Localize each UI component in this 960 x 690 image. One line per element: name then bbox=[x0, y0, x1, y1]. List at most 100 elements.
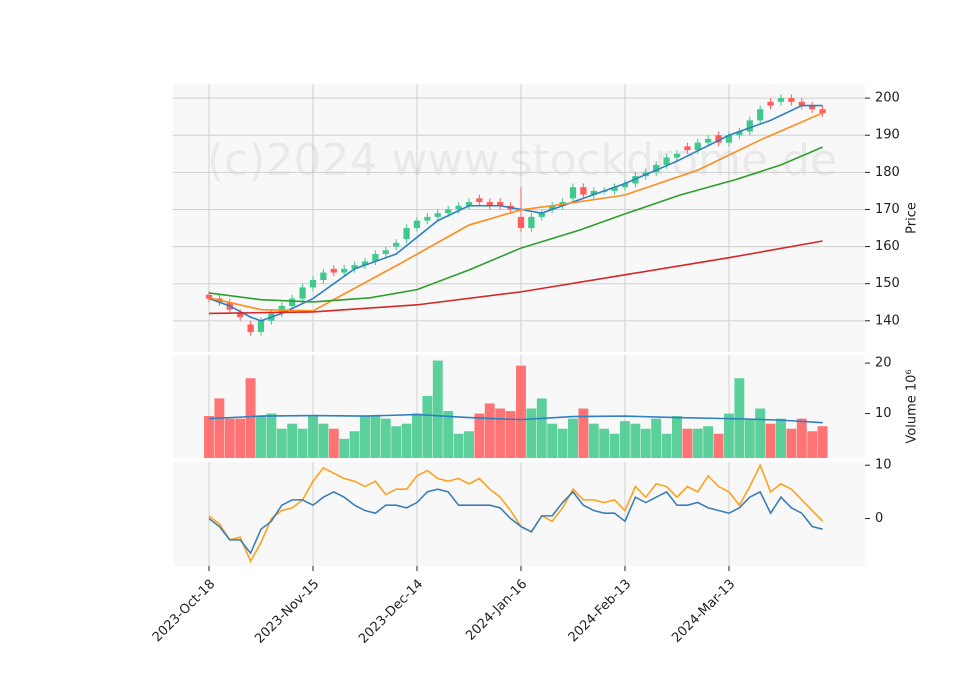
candle-body bbox=[611, 187, 618, 191]
volume-bar bbox=[443, 411, 454, 458]
volume-bar bbox=[557, 428, 568, 458]
candle-body bbox=[330, 268, 337, 273]
line bbox=[208, 146, 823, 303]
line bbox=[208, 112, 823, 312]
candle-body bbox=[289, 298, 296, 306]
candle-body bbox=[746, 120, 753, 132]
candle-body bbox=[361, 261, 369, 266]
volume-bar bbox=[276, 428, 287, 458]
candle-body bbox=[528, 216, 535, 229]
volume-bar bbox=[651, 418, 662, 458]
y-tick-label: 140 bbox=[875, 313, 900, 328]
candle-body bbox=[247, 324, 254, 332]
x-tick-label: 2024-Feb-13 bbox=[566, 577, 635, 646]
candle-body bbox=[621, 183, 629, 188]
candle-body bbox=[517, 216, 525, 229]
x-tick-label: 2024-Jan-16 bbox=[463, 577, 530, 644]
volume-bar bbox=[599, 428, 610, 458]
volume-bar bbox=[256, 416, 266, 458]
y-tick-label: 200 bbox=[875, 91, 900, 106]
candle-body bbox=[798, 101, 805, 106]
volume-bar bbox=[765, 423, 776, 458]
volume-bar bbox=[235, 418, 246, 458]
candle-body bbox=[465, 202, 473, 206]
volume-bar bbox=[692, 428, 703, 458]
watermark: (c)2024 www.stockdrome.de bbox=[207, 135, 837, 186]
candle-body bbox=[809, 105, 816, 110]
volume-bar bbox=[630, 423, 641, 458]
candle-body bbox=[393, 242, 400, 247]
volume-bar bbox=[516, 365, 526, 458]
y-tick-label: 10 bbox=[875, 406, 892, 421]
volume-bar bbox=[308, 416, 318, 458]
candle-body bbox=[403, 228, 410, 240]
line bbox=[208, 488, 823, 555]
candle-body bbox=[757, 109, 764, 121]
volume-bar bbox=[776, 418, 786, 458]
candle-body bbox=[725, 135, 733, 143]
candle-body bbox=[497, 202, 504, 206]
volume-bar bbox=[505, 411, 516, 458]
volume-bar bbox=[328, 428, 339, 458]
y-tick-label: 20 bbox=[875, 356, 892, 371]
volume-bar bbox=[734, 378, 745, 458]
volume-bar bbox=[724, 413, 734, 458]
candle-body bbox=[237, 313, 244, 318]
volume-bar bbox=[713, 433, 724, 458]
volume-bar bbox=[484, 403, 495, 458]
volume-bar bbox=[786, 428, 797, 458]
candle-body bbox=[663, 157, 670, 165]
volume-bar bbox=[755, 408, 766, 458]
candle-body bbox=[569, 187, 577, 199]
candle-body bbox=[694, 142, 701, 151]
candle-body bbox=[299, 287, 306, 299]
volume-bar bbox=[339, 438, 350, 458]
volume-bar bbox=[620, 421, 630, 458]
volume-bar bbox=[432, 360, 443, 458]
volume-bar bbox=[204, 416, 214, 458]
volume-bar bbox=[682, 428, 693, 458]
volume-bar bbox=[349, 431, 360, 458]
y-axis-label: Volume 10⁶ bbox=[905, 369, 920, 443]
y-axis-label: Price bbox=[905, 202, 920, 234]
volume-bar bbox=[672, 416, 682, 458]
volume-bar bbox=[453, 433, 464, 458]
volume-bar bbox=[536, 398, 547, 458]
y-tick-label: 190 bbox=[875, 128, 900, 143]
candle-body bbox=[705, 138, 712, 143]
volume-bar bbox=[744, 418, 755, 458]
volume-bar bbox=[495, 408, 506, 458]
candle-body bbox=[434, 213, 441, 217]
candle-body bbox=[445, 209, 452, 214]
line bbox=[208, 104, 823, 322]
volume-bar bbox=[391, 426, 402, 458]
volume-bar bbox=[474, 413, 485, 458]
candle-body bbox=[715, 135, 722, 143]
candle-body bbox=[320, 272, 327, 280]
volume-bar bbox=[578, 408, 589, 458]
candle-body bbox=[736, 131, 743, 136]
volume-bar bbox=[703, 426, 714, 458]
candle-body bbox=[684, 146, 691, 151]
y-tick-label: 10 bbox=[875, 458, 892, 473]
volume-bar bbox=[640, 428, 651, 458]
volume-bar bbox=[609, 433, 620, 458]
candle-body bbox=[767, 101, 774, 106]
volume-bar bbox=[464, 431, 474, 458]
line bbox=[208, 463, 824, 564]
candle-body bbox=[580, 187, 587, 195]
volume-bar bbox=[817, 426, 828, 458]
volume-bar bbox=[401, 423, 412, 458]
volume-bar bbox=[568, 418, 578, 458]
candle-body bbox=[309, 279, 317, 288]
x-tick-label: 2023-Oct-18 bbox=[150, 577, 218, 645]
candle-body bbox=[257, 320, 265, 332]
candle-body bbox=[372, 254, 379, 262]
volume-bar bbox=[412, 413, 422, 458]
panel-bg bbox=[173, 462, 865, 566]
volume-bar bbox=[661, 433, 672, 458]
candle-body bbox=[538, 213, 545, 217]
candle-body bbox=[205, 294, 213, 299]
volume-bar bbox=[318, 423, 329, 458]
